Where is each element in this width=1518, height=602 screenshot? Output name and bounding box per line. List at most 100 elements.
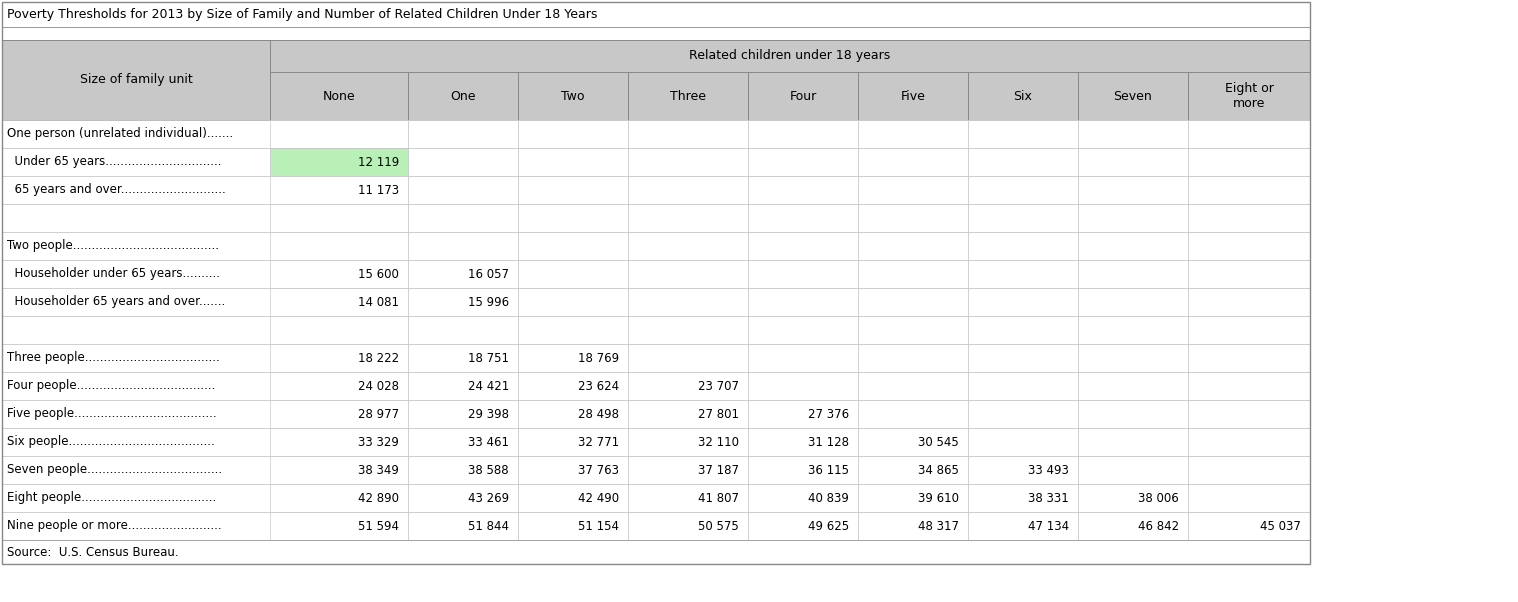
Bar — [1078, 72, 1189, 120]
Bar — [270, 316, 408, 344]
Text: Three: Three — [669, 90, 706, 102]
Text: Six: Six — [1014, 90, 1032, 102]
Bar — [858, 176, 968, 204]
Bar — [518, 260, 628, 288]
Bar — [1189, 148, 1310, 176]
Bar — [1078, 456, 1189, 484]
Bar — [748, 512, 858, 540]
Text: Eight people....................................: Eight people............................… — [8, 491, 216, 504]
Text: 51 154: 51 154 — [578, 520, 619, 533]
Bar — [748, 428, 858, 456]
Bar — [518, 400, 628, 428]
Bar — [518, 204, 628, 232]
Bar — [748, 176, 858, 204]
Bar — [270, 372, 408, 400]
Text: Six people.......................................: Six people..............................… — [8, 435, 214, 448]
Bar — [1078, 148, 1189, 176]
Bar — [968, 232, 1078, 260]
Bar — [2, 372, 1310, 400]
Text: 45 037: 45 037 — [1260, 520, 1301, 533]
Text: 38 349: 38 349 — [358, 464, 399, 477]
Bar — [968, 456, 1078, 484]
Text: Householder 65 years and over.......: Householder 65 years and over....... — [8, 296, 225, 308]
Text: One: One — [451, 90, 475, 102]
Bar — [518, 120, 628, 148]
Text: Under 65 years...............................: Under 65 years..........................… — [8, 155, 222, 169]
Bar — [1189, 72, 1310, 120]
Bar — [2, 260, 1310, 288]
Bar — [1078, 288, 1189, 316]
Text: 39 610: 39 610 — [918, 491, 959, 504]
Text: 49 625: 49 625 — [808, 520, 849, 533]
Bar — [968, 484, 1078, 512]
Text: 51 594: 51 594 — [358, 520, 399, 533]
Text: Seven: Seven — [1114, 90, 1152, 102]
Bar — [2, 232, 1310, 260]
Bar — [748, 400, 858, 428]
Text: 11 173: 11 173 — [358, 184, 399, 196]
Text: Related children under 18 years: Related children under 18 years — [689, 49, 891, 63]
Text: 18 769: 18 769 — [578, 352, 619, 364]
Bar — [408, 204, 518, 232]
Bar — [1078, 428, 1189, 456]
Text: 38 588: 38 588 — [469, 464, 509, 477]
Bar — [408, 176, 518, 204]
Bar — [2, 456, 1310, 484]
Bar — [858, 232, 968, 260]
Bar — [748, 456, 858, 484]
Bar — [270, 120, 408, 148]
Bar — [748, 344, 858, 372]
Bar — [270, 484, 408, 512]
Bar — [1189, 260, 1310, 288]
Text: Two people.......................................: Two people..............................… — [8, 240, 219, 252]
Bar — [518, 72, 628, 120]
Bar — [628, 344, 748, 372]
Text: 23 624: 23 624 — [578, 379, 619, 393]
Bar — [518, 512, 628, 540]
Text: 15 600: 15 600 — [358, 267, 399, 281]
Bar — [858, 288, 968, 316]
Bar — [858, 204, 968, 232]
Bar — [408, 148, 518, 176]
Text: 30 545: 30 545 — [918, 435, 959, 448]
Bar — [1078, 512, 1189, 540]
Bar — [858, 372, 968, 400]
Bar — [518, 316, 628, 344]
Text: None: None — [323, 90, 355, 102]
Bar — [748, 372, 858, 400]
Bar — [408, 316, 518, 344]
Text: 16 057: 16 057 — [468, 267, 509, 281]
Bar — [1189, 344, 1310, 372]
Bar — [518, 344, 628, 372]
Bar — [2, 316, 1310, 344]
Text: Four: Four — [789, 90, 817, 102]
Bar — [968, 72, 1078, 120]
Bar — [1078, 232, 1189, 260]
Bar — [2, 512, 1310, 540]
Bar — [968, 316, 1078, 344]
Text: 38 006: 38 006 — [1138, 491, 1179, 504]
Bar — [858, 456, 968, 484]
Bar — [270, 72, 408, 120]
Bar — [408, 120, 518, 148]
Bar — [408, 484, 518, 512]
Text: Source:  U.S. Census Bureau.: Source: U.S. Census Bureau. — [8, 545, 179, 559]
Bar — [270, 232, 408, 260]
Bar — [748, 72, 858, 120]
Text: 33 461: 33 461 — [468, 435, 509, 448]
Bar — [270, 428, 408, 456]
Bar — [1078, 344, 1189, 372]
Text: 47 134: 47 134 — [1028, 520, 1069, 533]
Text: Five: Five — [900, 90, 926, 102]
Text: Three people....................................: Three people............................… — [8, 352, 220, 364]
Bar — [628, 148, 748, 176]
Bar — [518, 232, 628, 260]
Text: 28 498: 28 498 — [578, 408, 619, 421]
Text: 27 801: 27 801 — [698, 408, 739, 421]
Bar — [1078, 372, 1189, 400]
Bar — [270, 176, 408, 204]
Bar — [748, 232, 858, 260]
Bar — [518, 456, 628, 484]
Bar — [748, 148, 858, 176]
Bar — [1189, 232, 1310, 260]
